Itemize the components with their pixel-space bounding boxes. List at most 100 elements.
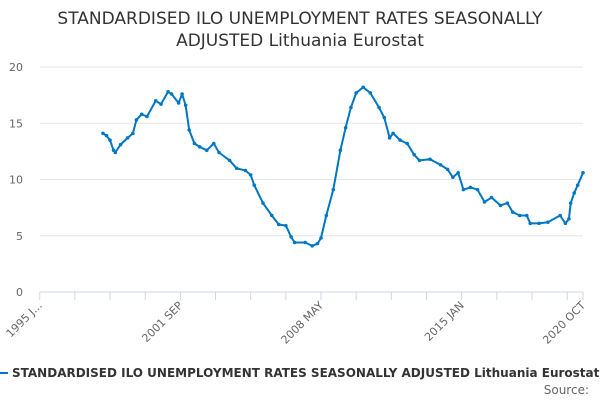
data-point (134, 118, 139, 122)
data-point (338, 148, 343, 153)
data-point (482, 200, 487, 204)
data-point (563, 221, 568, 226)
data-point (498, 203, 503, 208)
data-point (319, 236, 323, 240)
data-point (517, 213, 522, 218)
data-point (468, 185, 473, 190)
legend[interactable]: STANDARDISED ILO UNEMPLOYMENT RATES SEAS… (0, 366, 600, 380)
source-label: Source: (544, 383, 589, 397)
x-tick-label: 1995 J... (4, 299, 45, 340)
data-point (451, 175, 455, 180)
y-tick-label: 15 (9, 117, 23, 130)
data-point (125, 136, 130, 140)
data-point (197, 145, 202, 149)
data-point (252, 183, 257, 187)
data-point (510, 210, 515, 214)
y-tick-label: 0 (16, 286, 23, 299)
data-point (438, 163, 443, 167)
data-point (289, 235, 293, 239)
data-point (567, 217, 571, 221)
data-point (118, 142, 123, 147)
data-point (398, 138, 402, 142)
data-point (368, 91, 373, 95)
series-line (102, 86, 584, 247)
data-point (445, 167, 450, 172)
data-point (391, 131, 395, 136)
data-point (475, 187, 480, 192)
data-point (382, 115, 387, 120)
chart-title-line-2: ADJUSTED Lithuania Eurostat (176, 31, 424, 51)
chart-title-line-1: STANDARDISED ILO UNEMPLOYMENT RATES SEAS… (57, 9, 543, 29)
data-point (377, 105, 381, 110)
data-point (277, 222, 281, 227)
x-tick-label: 2015 JAN (422, 299, 467, 344)
data-point (243, 168, 248, 173)
data-point (180, 92, 184, 96)
data-point (204, 148, 209, 153)
data-point (528, 221, 533, 226)
x-tick-label: 2008 MAY (279, 299, 327, 347)
data-point (227, 158, 232, 163)
data-point (361, 85, 366, 90)
y-tick-label: 10 (9, 174, 23, 187)
data-point (192, 141, 197, 146)
data-point (101, 131, 105, 136)
data-point (505, 201, 510, 205)
x-tick-label: 2001 SEP (139, 299, 185, 345)
data-point (159, 102, 163, 106)
data-point (104, 133, 109, 138)
data-point (269, 213, 274, 218)
x-axis: 1995 J... 2001 SEP 2008 MAY 2015 JAN 2020 OC… (4, 291, 588, 347)
data-point (428, 157, 432, 162)
data-point (248, 173, 253, 177)
data-point (387, 136, 392, 140)
data-point (166, 89, 170, 94)
data-point (489, 195, 494, 200)
data-point (417, 158, 422, 163)
grid-lines (39, 66, 583, 237)
data-point (349, 105, 353, 110)
data-point (292, 240, 297, 245)
y-tick-label: 5 (16, 230, 23, 243)
data-point (568, 201, 573, 205)
y-axis: 0 5 10 15 20 (9, 61, 23, 299)
data-point (575, 183, 580, 187)
data-point (412, 152, 417, 157)
x-tick-label: 2020 OCT (540, 299, 588, 347)
data-point (217, 150, 221, 155)
legend-label[interactable]: STANDARDISED ILO UNEMPLOYMENT RATES SEAS… (12, 366, 600, 380)
data-point (113, 150, 118, 155)
data-point (331, 187, 336, 192)
data-point (169, 92, 174, 96)
data-point (176, 101, 181, 105)
data-point (187, 128, 191, 132)
data-point (456, 170, 460, 175)
data-point (537, 221, 541, 226)
data-point (546, 220, 550, 225)
data-point (234, 166, 239, 171)
data-point (324, 213, 329, 218)
data-point (211, 141, 216, 146)
data-point (284, 223, 288, 228)
data-point (139, 112, 144, 117)
data-point (354, 91, 358, 95)
data-point (461, 187, 466, 192)
data-point (145, 114, 149, 119)
plot-area (101, 85, 585, 248)
data-point (405, 141, 409, 146)
data-point (131, 131, 135, 136)
data-point (572, 191, 577, 195)
data-point (108, 138, 112, 142)
data-point (315, 241, 320, 246)
data-point (153, 98, 158, 103)
data-point (581, 170, 585, 175)
data-point (343, 125, 348, 130)
data-point (261, 201, 265, 205)
y-tick-label: 20 (9, 61, 23, 74)
data-point (303, 240, 307, 245)
data-point (524, 213, 529, 218)
data-point (183, 103, 188, 108)
data-point (310, 244, 315, 248)
data-point (558, 213, 562, 218)
